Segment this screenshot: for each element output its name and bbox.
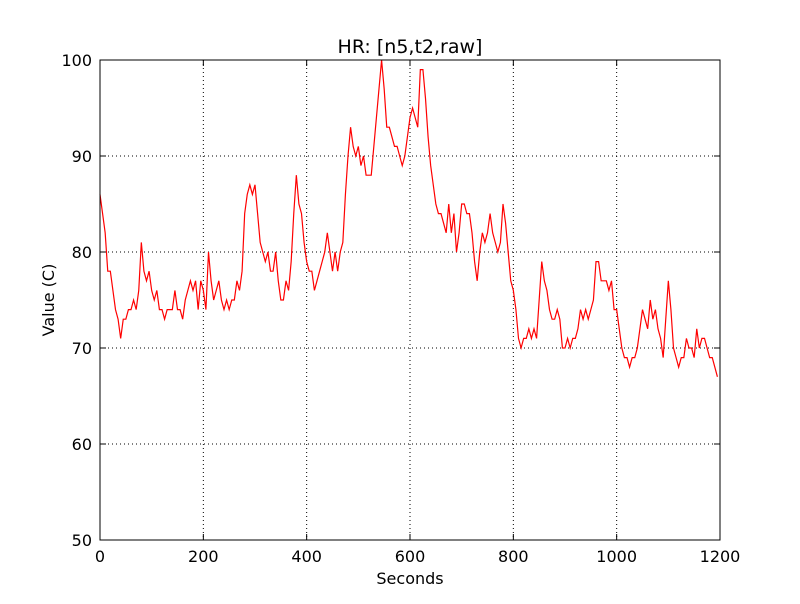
y-tick-label: 80 <box>72 243 92 262</box>
x-tick-label: 800 <box>498 547 529 566</box>
y-tick-label: 90 <box>72 147 92 166</box>
y-axis-label: Value (C) <box>39 264 58 337</box>
y-tick-label: 100 <box>61 51 92 70</box>
x-tick-label: 200 <box>188 547 219 566</box>
x-tick-label: 1200 <box>700 547 741 566</box>
data-line <box>99 59 718 377</box>
y-tick-label: 60 <box>72 435 92 454</box>
x-axis-label: Seconds <box>376 569 443 588</box>
x-tick-label: 0 <box>95 547 105 566</box>
y-tick-label: 70 <box>72 339 92 358</box>
x-tick-label: 1000 <box>596 547 637 566</box>
x-tick-label: 600 <box>395 547 426 566</box>
y-tick-label: 50 <box>72 531 92 550</box>
x-tick-label: 400 <box>291 547 322 566</box>
plot-frame <box>99 59 721 541</box>
chart-title: HR: [n5,t2,raw] <box>338 36 483 58</box>
